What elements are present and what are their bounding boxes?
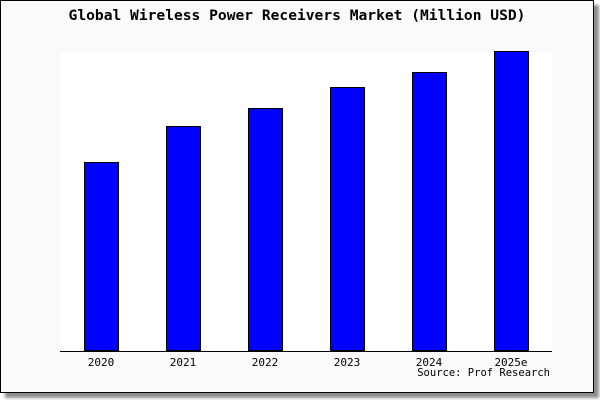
- x-axis-line: [60, 351, 552, 352]
- x-tick-label-2023: 2023: [333, 356, 361, 369]
- x-tick-label-2024: 2024: [415, 356, 443, 369]
- bar-2021: [165, 126, 201, 351]
- bar-2025e: [493, 51, 529, 351]
- x-tick-label-2022: 2022: [251, 356, 279, 369]
- plot-area: [60, 51, 552, 351]
- bar-2023: [329, 87, 365, 351]
- source-credit: Source: Prof Research: [417, 367, 550, 379]
- bar-2020: [83, 162, 119, 351]
- x-tick-label-2020: 2020: [87, 356, 115, 369]
- bar-2022: [247, 108, 283, 351]
- x-tick-label-2021: 2021: [169, 356, 197, 369]
- chart-title: Global Wireless Power Receivers Market (…: [68, 7, 526, 24]
- chart-frame: Global Wireless Power Receivers Market (…: [0, 0, 594, 393]
- x-tick-label-2025e: 2025e: [494, 356, 528, 369]
- bar-2024: [411, 72, 447, 351]
